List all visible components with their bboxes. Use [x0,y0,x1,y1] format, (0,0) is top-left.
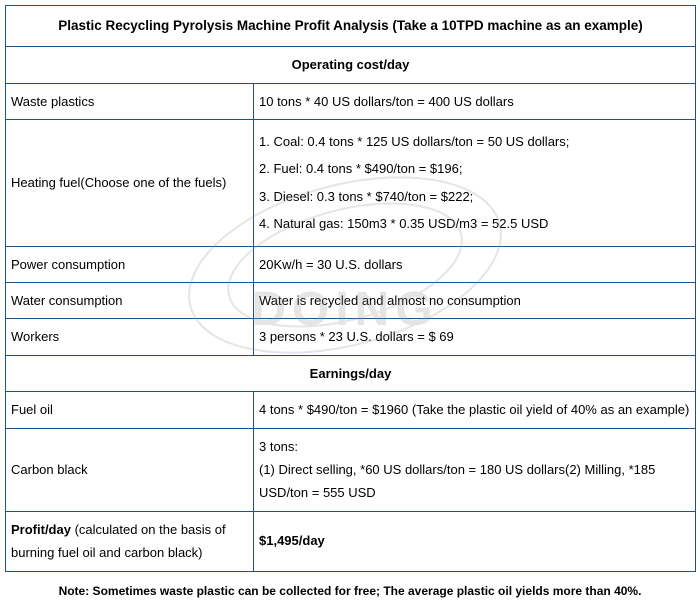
row-label: Heating fuel(Choose one of the fuels) [6,120,254,247]
carbon-line: 3 tons: [259,435,690,458]
row-label: Carbon black [6,428,254,511]
table-row: Fuel oil 4 tons * $490/ton = $1960 (Take… [6,392,696,428]
profit-label: Profit/day (calculated on the basis of b… [6,511,254,571]
profit-row: Profit/day (calculated on the basis of b… [6,511,696,571]
title-row: Plastic Recycling Pyrolysis Machine Prof… [6,6,696,47]
row-label: Workers [6,319,254,355]
section-operating-cost: Operating cost/day [6,47,696,83]
fuel-option: 2. Fuel: 0.4 tons * $490/ton = $196; [259,157,690,180]
profit-analysis-table: Plastic Recycling Pyrolysis Machine Prof… [5,5,696,572]
table-title: Plastic Recycling Pyrolysis Machine Prof… [6,6,696,47]
table-row: Power consumption 20Kw/h = 30 U.S. dolla… [6,246,696,282]
row-value: 1. Coal: 0.4 tons * 125 US dollars/ton =… [254,120,696,247]
carbon-line: (1) Direct selling, *60 US dollars/ton =… [259,458,690,505]
fuel-option: 3. Diesel: 0.3 tons * $740/ton = $222; [259,185,690,208]
row-label: Power consumption [6,246,254,282]
table-row: Workers 3 persons * 23 U.S. dollars = $ … [6,319,696,355]
section-label: Earnings/day [6,355,696,391]
table-row: Heating fuel(Choose one of the fuels) 1.… [6,120,696,247]
row-label: Fuel oil [6,392,254,428]
profit-label-bold: Profit/day [11,522,71,537]
fuel-option: 1. Coal: 0.4 tons * 125 US dollars/ton =… [259,130,690,153]
row-label: Water consumption [6,283,254,319]
table-row: Waste plastics 10 tons * 40 US dollars/t… [6,83,696,119]
row-value: Water is recycled and almost no consumpt… [254,283,696,319]
table-row: Carbon black 3 tons: (1) Direct selling,… [6,428,696,511]
section-earnings: Earnings/day [6,355,696,391]
row-value: 3 persons * 23 U.S. dollars = $ 69 [254,319,696,355]
fuel-options-list: 1. Coal: 0.4 tons * 125 US dollars/ton =… [259,130,690,236]
footnote: Note: Sometimes waste plastic can be col… [5,584,695,598]
row-value: 20Kw/h = 30 U.S. dollars [254,246,696,282]
fuel-option: 4. Natural gas: 150m3 * 0.35 USD/m3 = 52… [259,212,690,235]
row-value: 4 tons * $490/ton = $1960 (Take the plas… [254,392,696,428]
profit-value: $1,495/day [254,511,696,571]
section-label: Operating cost/day [6,47,696,83]
table-row: Water consumption Water is recycled and … [6,283,696,319]
row-value: 3 tons: (1) Direct selling, *60 US dolla… [254,428,696,511]
row-label: Waste plastics [6,83,254,119]
row-value: 10 tons * 40 US dollars/ton = 400 US dol… [254,83,696,119]
